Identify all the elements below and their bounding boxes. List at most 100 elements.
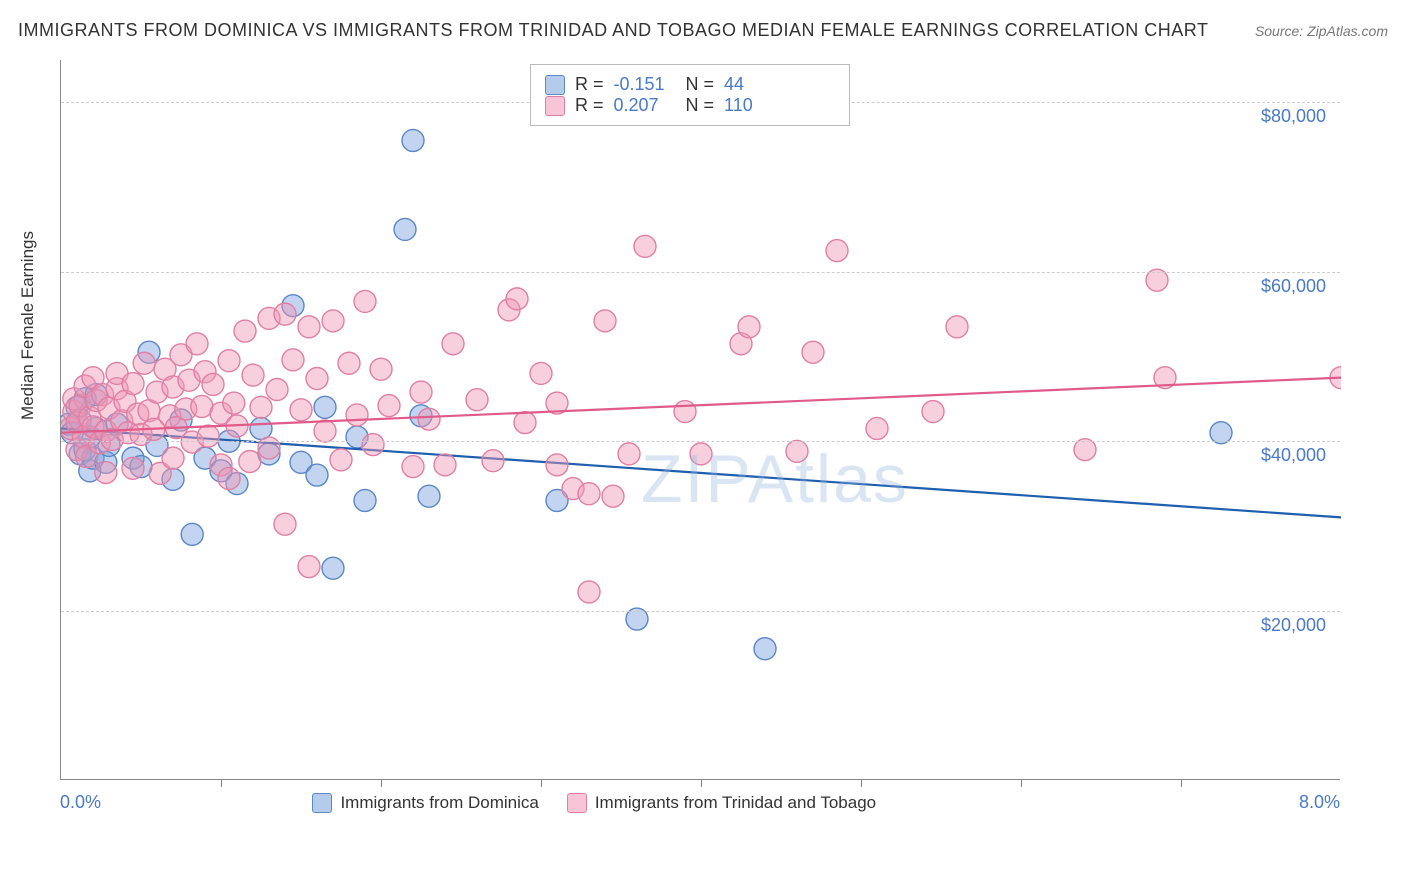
x-tick <box>701 779 702 787</box>
data-point <box>250 417 272 439</box>
data-point <box>410 381 432 403</box>
data-point <box>298 556 320 578</box>
data-point <box>434 454 456 476</box>
data-point <box>197 425 219 447</box>
data-point <box>282 349 304 371</box>
data-point <box>322 557 344 579</box>
data-point <box>506 288 528 310</box>
plot-area: ZIPAtlas $20,000$40,000$60,000$80,000 <box>60 60 1340 780</box>
data-point <box>578 483 600 505</box>
series-name: Immigrants from Trinidad and Tobago <box>595 793 876 813</box>
data-point <box>530 362 552 384</box>
x-axis-min: 0.0% <box>60 792 101 813</box>
data-point <box>306 464 328 486</box>
data-point <box>394 218 416 240</box>
data-point <box>442 333 464 355</box>
data-point <box>802 341 824 363</box>
data-point <box>314 396 336 418</box>
legend-item: Immigrants from Dominica <box>312 793 538 813</box>
r-label: R = <box>575 95 604 116</box>
legend-stats-box: R = -0.151 N = 44 R = 0.207 N = 110 <box>530 64 850 126</box>
data-point <box>418 408 440 430</box>
data-point <box>578 581 600 603</box>
bottom-legend-bar: 0.0% Immigrants from Dominica Immigrants… <box>60 792 1340 813</box>
data-point <box>266 379 288 401</box>
swatch-icon <box>312 793 332 813</box>
x-tick <box>861 779 862 787</box>
x-tick <box>1021 779 1022 787</box>
data-point <box>218 350 240 372</box>
swatch-icon <box>567 793 587 813</box>
x-axis-max: 8.0% <box>1299 792 1340 813</box>
data-point <box>242 364 264 386</box>
data-point <box>418 485 440 507</box>
data-point <box>298 316 320 338</box>
data-point <box>946 316 968 338</box>
data-point <box>378 395 400 417</box>
data-point <box>234 320 256 342</box>
data-point <box>306 367 328 389</box>
legend-row: R = -0.151 N = 44 <box>545 74 835 95</box>
data-point <box>239 451 261 473</box>
r-label: R = <box>575 74 604 95</box>
data-point <box>402 456 424 478</box>
data-point <box>786 440 808 462</box>
data-point <box>95 462 117 484</box>
y-tick-label: $20,000 <box>1261 615 1326 636</box>
n-label: N = <box>686 74 715 95</box>
data-point <box>362 434 384 456</box>
data-point <box>314 420 336 442</box>
x-tick <box>221 779 222 787</box>
data-point <box>338 352 360 374</box>
x-tick <box>541 779 542 787</box>
data-point <box>618 443 640 465</box>
swatch-icon <box>545 75 565 95</box>
data-point <box>402 129 424 151</box>
r-value: 0.207 <box>614 95 676 116</box>
y-axis-label: Median Female Earnings <box>18 231 38 420</box>
data-point <box>223 392 245 414</box>
data-point <box>186 333 208 355</box>
n-value: 44 <box>724 74 786 95</box>
data-point <box>754 638 776 660</box>
data-point <box>274 513 296 535</box>
gridline <box>61 272 1340 273</box>
series-name: Immigrants from Dominica <box>340 793 538 813</box>
data-point <box>122 457 144 479</box>
y-tick-label: $40,000 <box>1261 445 1326 466</box>
data-point <box>322 310 344 332</box>
n-value: 110 <box>724 95 786 116</box>
data-point <box>690 443 712 465</box>
data-point <box>290 399 312 421</box>
legend-item: Immigrants from Trinidad and Tobago <box>567 793 876 813</box>
data-point <box>218 467 240 489</box>
n-label: N = <box>686 95 715 116</box>
y-tick-label: $80,000 <box>1261 106 1326 127</box>
data-point <box>674 401 696 423</box>
data-point <box>466 389 488 411</box>
data-point <box>866 417 888 439</box>
scatter-svg <box>61 60 1341 780</box>
data-point <box>250 396 272 418</box>
data-point <box>370 358 392 380</box>
data-point <box>826 240 848 262</box>
x-tick <box>1181 779 1182 787</box>
data-point <box>922 401 944 423</box>
data-point <box>274 303 296 325</box>
data-point <box>354 290 376 312</box>
swatch-icon <box>545 96 565 116</box>
data-point <box>546 454 568 476</box>
data-point <box>330 449 352 471</box>
r-value: -0.151 <box>614 74 676 95</box>
data-point <box>738 316 760 338</box>
data-point <box>181 523 203 545</box>
data-point <box>482 450 504 472</box>
data-point <box>133 352 155 374</box>
data-point <box>594 310 616 332</box>
data-point <box>346 404 368 426</box>
legend-row: R = 0.207 N = 110 <box>545 95 835 116</box>
data-point <box>354 489 376 511</box>
y-tick-label: $60,000 <box>1261 276 1326 297</box>
gridline <box>61 611 1340 612</box>
chart-title: IMMIGRANTS FROM DOMINICA VS IMMIGRANTS F… <box>18 20 1208 41</box>
